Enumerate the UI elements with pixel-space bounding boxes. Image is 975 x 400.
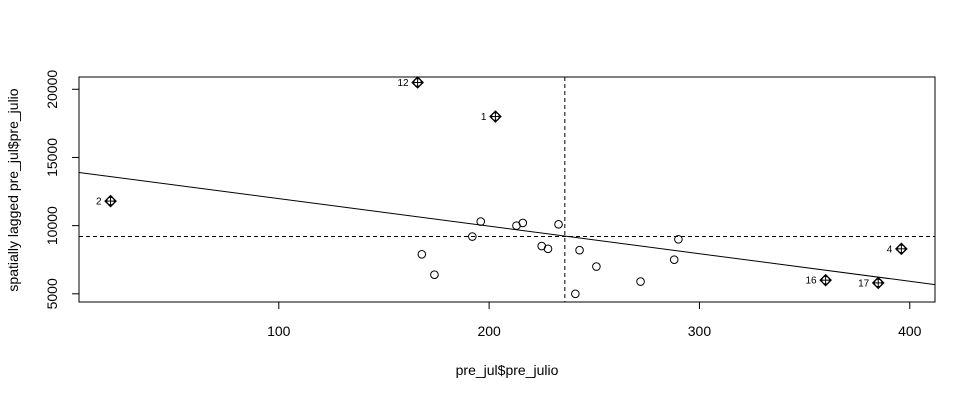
point-label: 4 — [887, 244, 893, 255]
data-point — [636, 277, 645, 286]
data-point — [430, 270, 439, 280]
data-point — [554, 219, 563, 229]
data-point — [518, 218, 528, 228]
data-point — [575, 245, 584, 255]
y-tick-label: 15000 — [44, 138, 60, 177]
y-tick-label: 5000 — [44, 278, 60, 309]
data-point — [476, 217, 486, 226]
y-tick-label: 10000 — [44, 206, 60, 245]
y-tick-label: 20000 — [44, 70, 60, 109]
point-label: 12 — [397, 78, 409, 89]
data-point — [543, 244, 553, 254]
data-point — [467, 232, 477, 241]
x-tick-label: 300 — [688, 323, 712, 339]
plot-frame — [78, 76, 936, 303]
plot-area — [78, 77, 936, 302]
axes: 100 200 300 400 5000 10000 15000 20000 — [44, 70, 922, 339]
x-tick-label: 100 — [267, 323, 291, 339]
x-tick-label: 200 — [477, 323, 501, 339]
data-point — [571, 289, 580, 299]
point-label: 16 — [806, 276, 818, 287]
point-label: 1 — [481, 112, 487, 123]
data-marks: 2 12 1 16 17 4 — [96, 76, 908, 299]
x-axis-title: pre_jul$pre_julio — [456, 362, 559, 378]
data-point — [669, 255, 679, 265]
y-axis-title: spatially lagged pre_jul$pre_julio — [5, 88, 21, 291]
x-tick-label: 400 — [898, 323, 922, 339]
data-point — [417, 249, 427, 259]
data-point — [592, 262, 601, 271]
point-label: 17 — [858, 278, 870, 289]
regression-line — [78, 171, 936, 286]
data-point — [674, 234, 683, 244]
point-label: 2 — [96, 197, 102, 208]
